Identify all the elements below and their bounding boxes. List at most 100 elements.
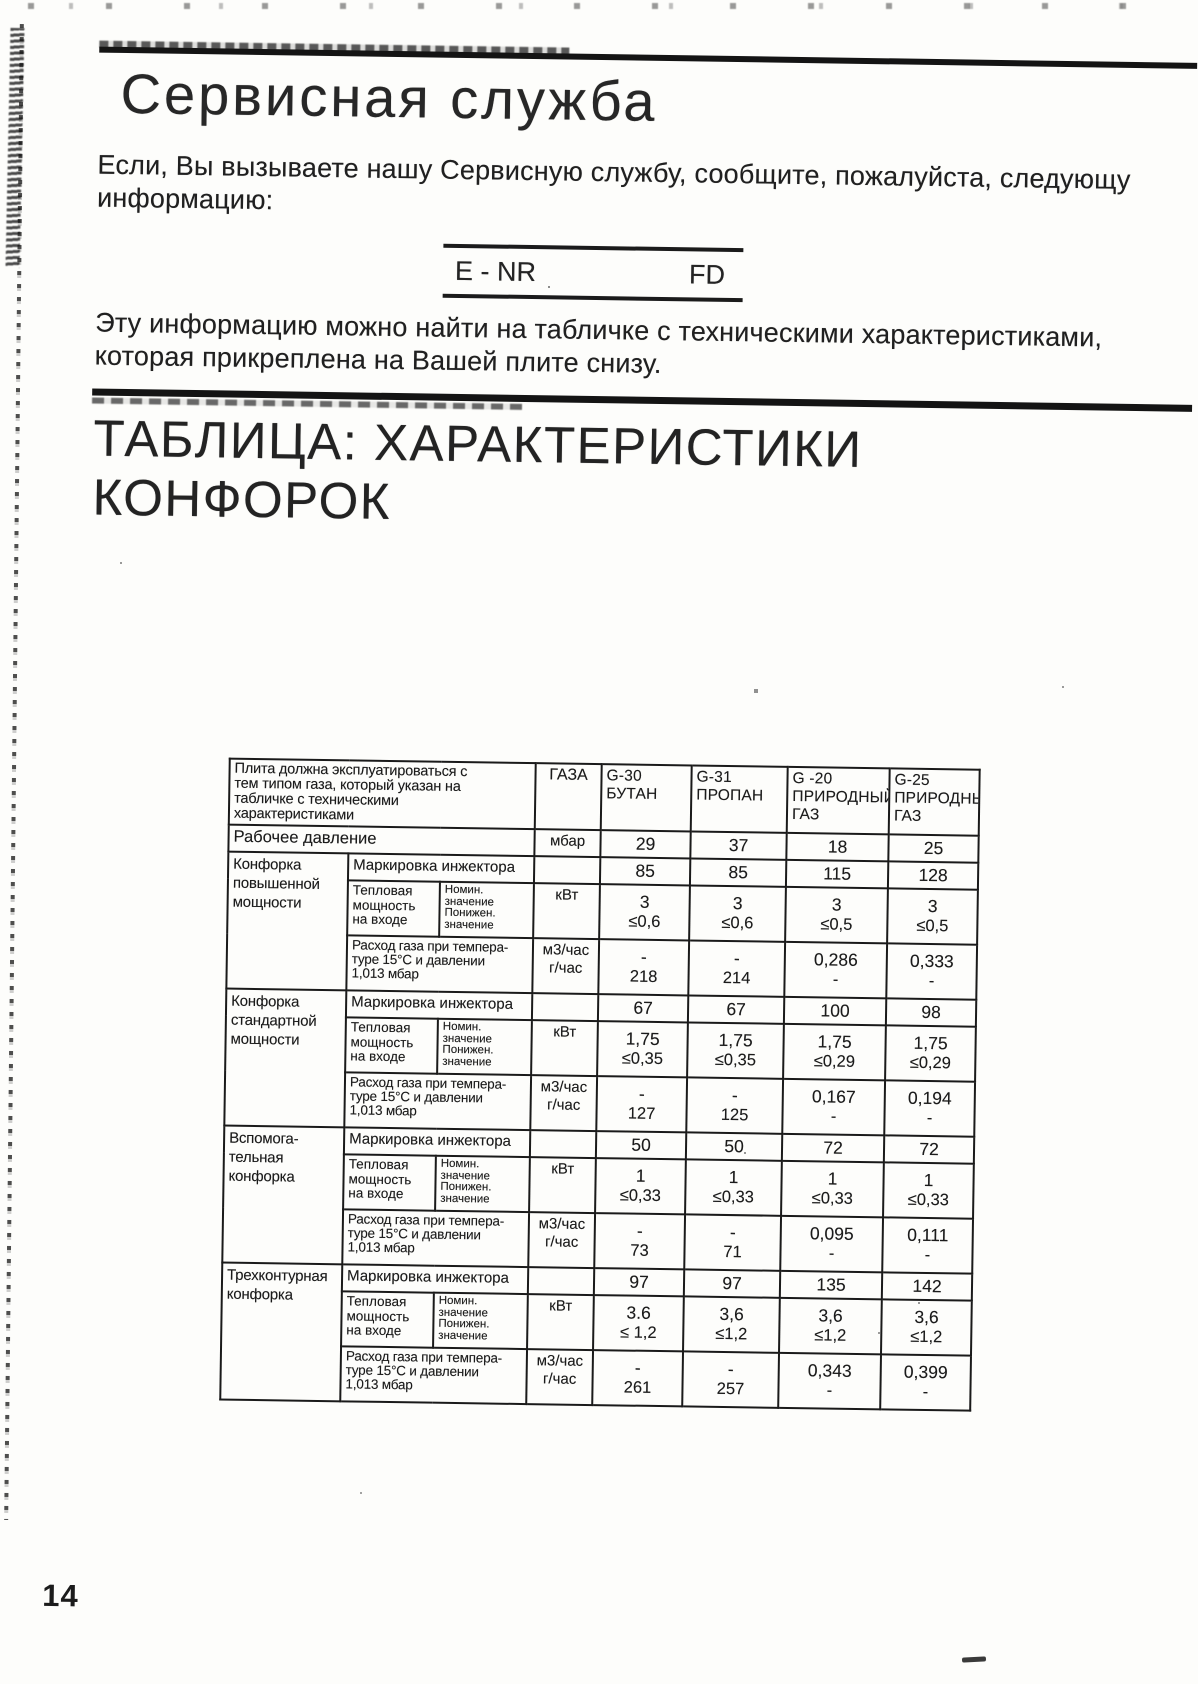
flow-m3-value: 0,343 <box>807 1360 852 1381</box>
injector-value: 85 <box>599 857 691 886</box>
injector-value: 128 <box>887 861 979 890</box>
reduced-value: ≤0,29 <box>909 1053 952 1073</box>
injector-label: Маркировка инжектора <box>343 1127 531 1158</box>
flow-m3-value: 0,194 <box>907 1087 952 1109</box>
reduced-value: ≤0,29 <box>813 1052 856 1071</box>
nominal-value: 3.6 <box>626 1302 651 1323</box>
gas-header-g20: G -20 ПРИРОДНЫЙ ГАЗ <box>786 766 890 835</box>
gas-header-g25: G-25 ПРИРОДНЫЙ ГАЗ <box>888 768 980 836</box>
injector-value: 142 <box>881 1272 973 1301</box>
nominal-value: 3 <box>639 891 650 912</box>
flow-g-value: - <box>828 1244 835 1263</box>
nominal-value: 3 <box>831 894 842 915</box>
page-number: 14 <box>42 1577 80 1614</box>
flow-value: -257 <box>682 1351 780 1408</box>
power-value: 3,6 ≤1,2 <box>881 1299 972 1356</box>
gas-header-g30: G-30 БУТАН <box>600 764 692 832</box>
flow-label: Расход газа при темпера- туре 15°С и дав… <box>342 1209 530 1268</box>
gas-type-notice: Плита должна эксплуатироваться с тем тип… <box>228 758 536 830</box>
flow-value: -125 <box>686 1077 784 1134</box>
reduced-value: ≤0,5 <box>820 915 853 934</box>
nominal-value: 1,75 <box>625 1028 660 1050</box>
power-value: 3 ≤0,5 <box>887 888 978 945</box>
flow-value: 0,095- <box>780 1215 884 1273</box>
flow-m3-value: 0,167 <box>811 1086 856 1107</box>
flow-m3-value: 0,399 <box>903 1361 948 1383</box>
pressure-value: 25 <box>888 834 979 863</box>
flow-g-value: 261 <box>623 1378 652 1397</box>
table-header-row: Плита должна эксплуатироваться с тем тип… <box>228 758 980 836</box>
flow-g-value: 127 <box>627 1104 656 1123</box>
flow-unit: м3/час г/час <box>532 938 600 995</box>
flow-value: 0,333- <box>886 943 978 1000</box>
flow-unit: м3/час г/час <box>530 1075 598 1132</box>
power-label: Тепловая мощность на входе <box>341 1291 434 1348</box>
injector-value: 50 <box>685 1132 783 1161</box>
injector-value: 97 <box>593 1268 685 1297</box>
reduced-value: ≤ 1,2 <box>619 1323 657 1342</box>
power-sublabel: Номин. значение Понижен. значение <box>437 1018 532 1076</box>
flow-g-value: 214 <box>722 968 751 988</box>
pressure-value: 29 <box>600 830 691 859</box>
burner-group-label: Конфорка стандартной мощности <box>224 988 347 1128</box>
flow-m3-value: - <box>636 1220 643 1241</box>
nominal-value: 1 <box>827 1168 838 1189</box>
injector-value: 115 <box>785 859 889 889</box>
flow-value: 0,167- <box>782 1078 886 1136</box>
injector-label: Маркировка инжектора <box>341 1264 529 1295</box>
flow-g-value: - <box>830 1107 837 1126</box>
nominal-value: 3 <box>927 895 938 917</box>
reduced-value: ≤0,33 <box>619 1186 662 1206</box>
flow-value: -218 <box>598 939 690 996</box>
nominal-value: 3,6 <box>818 1305 843 1326</box>
flow-g-value: - <box>826 1381 833 1400</box>
flow-m3-value: - <box>640 946 647 967</box>
flow-g-value: - <box>922 1382 929 1402</box>
flow-g-value: - <box>926 1108 933 1128</box>
power-value: 1 ≤0,33 <box>883 1162 974 1219</box>
nominal-value: 1 <box>728 1167 739 1188</box>
reduced-value: ≤1,2 <box>910 1327 943 1347</box>
power-unit: кВт <box>531 1020 598 1077</box>
power-value: 1,75 ≤0,29 <box>885 1025 976 1082</box>
intro-paragraph: Если, Вы вызываете нашу Сервисную службу… <box>97 149 1131 230</box>
flow-g-value: 73 <box>630 1241 649 1260</box>
scan-noise-top <box>28 3 1168 9</box>
power-sublabel: Номин. значение Понижен. значение <box>439 881 534 939</box>
flow-g-value: 218 <box>629 967 658 986</box>
pressure-value: 18 <box>786 832 889 862</box>
power-value: 3 ≤0,6 <box>689 885 786 942</box>
nominal-value: 1,75 <box>913 1032 948 1054</box>
injector-value: 98 <box>885 998 977 1027</box>
flow-label: Расход газа при темпера- туре 15°С и дав… <box>340 1346 528 1405</box>
injector-value: 67 <box>597 994 689 1023</box>
flow-m3-value: 0,333 <box>909 950 954 972</box>
flow-g-value: - <box>924 1245 931 1265</box>
burner-characteristics-table: Плита должна эксплуатироваться с тем тип… <box>219 758 980 1412</box>
reduced-value: ≤1,2 <box>715 1324 748 1344</box>
flow-m3-value: 0,111 <box>907 1224 949 1246</box>
reduced-value: ≤0,33 <box>712 1187 755 1207</box>
power-unit: кВт <box>529 1157 596 1214</box>
flow-m3-value: - <box>729 1222 736 1243</box>
injector-label: Маркировка инжектора <box>345 990 533 1021</box>
flow-g-value: 71 <box>723 1242 742 1262</box>
reduced-value: ≤0,33 <box>811 1189 854 1208</box>
empty-unit-cell <box>531 993 599 1022</box>
service-id-box: E - NR FD <box>442 243 744 303</box>
flow-m3-value: - <box>638 1083 645 1104</box>
power-value: 3 ≤0,5 <box>785 886 888 944</box>
flow-value: 0,111- <box>882 1217 974 1274</box>
reduced-value: ≤0,33 <box>907 1190 950 1210</box>
empty-unit-cell <box>529 1130 597 1159</box>
power-value: 1,75 ≤0,29 <box>783 1023 886 1081</box>
injector-value: 85 <box>689 858 787 887</box>
flow-value: -71 <box>684 1214 782 1271</box>
power-value: 1 ≤0,33 <box>781 1160 884 1218</box>
reduced-value: ≤0,5 <box>916 916 949 936</box>
power-value: 1 ≤0,33 <box>685 1159 782 1216</box>
power-value: 3.6 ≤ 1,2 <box>593 1295 684 1352</box>
power-label: Тепловая мощность на входе <box>343 1154 436 1211</box>
injector-value: 72 <box>883 1135 975 1164</box>
